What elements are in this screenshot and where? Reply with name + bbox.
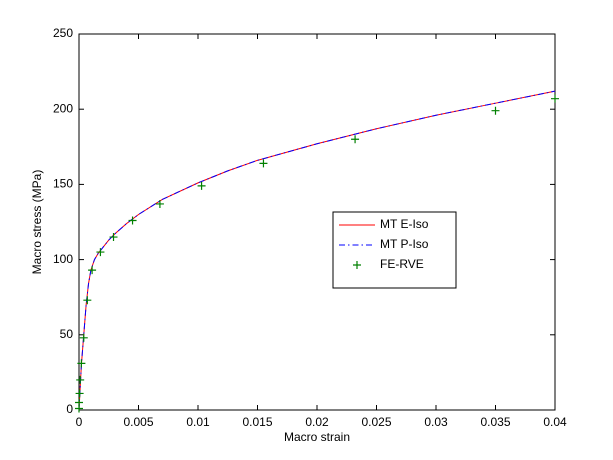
legend-label: FE-RVE	[380, 257, 424, 271]
y-tick-label: 250	[53, 26, 73, 40]
data-point	[109, 233, 118, 242]
data-point	[79, 333, 88, 342]
y-tick-label: 0	[66, 402, 73, 416]
data-point	[197, 181, 206, 190]
x-tick-label: 0.015	[242, 415, 272, 429]
data-point	[259, 159, 268, 168]
y-tick-label: 50	[60, 327, 74, 341]
legend-label: MT P-Iso	[380, 237, 429, 251]
x-tick-label: 0.025	[361, 415, 391, 429]
data-point	[88, 266, 97, 275]
x-tick-label: 0	[76, 415, 83, 429]
data-point	[77, 359, 86, 368]
plot-area	[78, 33, 556, 411]
y-tick-label: 100	[53, 252, 73, 266]
x-tick-label: 0.04	[543, 415, 567, 429]
data-point	[76, 375, 85, 384]
data-point	[96, 248, 105, 257]
x-tick-label: 0.02	[305, 415, 329, 429]
legend-marker	[353, 261, 361, 269]
data-point	[551, 94, 559, 103]
y-axis-label: Macro stress (MPa)	[30, 170, 44, 275]
data-point	[155, 199, 164, 208]
data-point	[83, 296, 92, 305]
x-tick-label: 0.005	[123, 415, 153, 429]
x-axis-label: Macro strain	[284, 430, 350, 444]
x-tick-label: 0.035	[480, 415, 510, 429]
x-tick-label: 0.03	[424, 415, 448, 429]
line-series	[78, 90, 556, 411]
x-tick-label: 0.01	[186, 415, 210, 429]
y-tick-label: 150	[53, 177, 73, 191]
data-point	[128, 216, 137, 225]
legend-label: MT E-Iso	[380, 217, 429, 231]
data-point	[75, 398, 83, 407]
data-point	[491, 106, 500, 115]
data-point	[75, 389, 84, 398]
y-tick-label: 200	[53, 101, 73, 115]
data-point	[351, 135, 360, 144]
